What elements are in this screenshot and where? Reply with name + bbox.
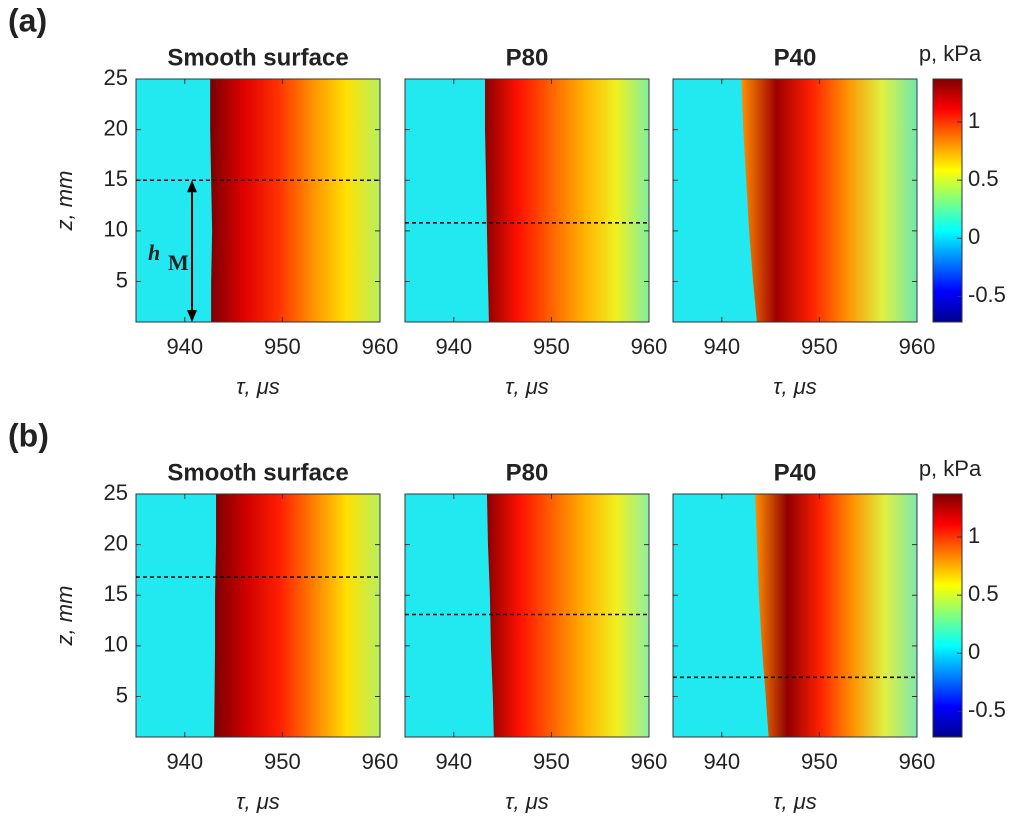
arrow-head <box>187 180 197 193</box>
y-tick-label: 15 <box>104 166 128 191</box>
arrow-head <box>187 310 197 322</box>
plot-frame <box>135 78 381 323</box>
colorbar-tick-label: 0.5 <box>968 166 999 191</box>
x-tick-label: 950 <box>533 749 570 774</box>
y-tick-label: 15 <box>104 581 128 606</box>
colorbar-tick-label: -0.5 <box>968 697 1006 722</box>
x-axis-label: τ, μs <box>773 374 817 399</box>
chart-title: Smooth surface <box>167 459 348 486</box>
pressure-field <box>486 494 649 737</box>
y-axis-label: z, mm <box>52 171 77 232</box>
x-tick-label: 950 <box>264 749 301 774</box>
chart-title: P80 <box>506 459 549 486</box>
x-tick-label: 960 <box>631 749 668 774</box>
chart-title: P40 <box>774 44 817 71</box>
y-tick-label: 20 <box>104 530 128 555</box>
pressure-field <box>741 79 917 322</box>
pressure-field <box>214 494 380 737</box>
x-tick-label: 960 <box>362 334 399 359</box>
colorbar-tick-label: 1 <box>968 108 980 133</box>
pressure-field <box>754 494 917 737</box>
colorbar-tick-label: 0 <box>968 639 980 664</box>
pressure-field <box>210 79 380 322</box>
x-axis-label: τ, μs <box>505 374 549 399</box>
x-tick-label: 950 <box>801 749 838 774</box>
colorbar-label: p, kPa <box>919 41 982 66</box>
plot-frame <box>404 78 650 323</box>
x-tick-label: 960 <box>362 749 399 774</box>
y-axis-label: z, mm <box>52 586 77 647</box>
x-tick-label: 950 <box>264 334 301 359</box>
x-tick-label: 940 <box>435 334 472 359</box>
y-tick-label: 20 <box>104 115 128 140</box>
x-tick-label: 960 <box>899 749 936 774</box>
chart-title: P80 <box>506 44 549 71</box>
x-axis-label: τ, μs <box>236 789 280 814</box>
y-tick-label: 5 <box>116 682 128 707</box>
y-tick-label: 25 <box>104 65 128 90</box>
x-tick-label: 940 <box>703 749 740 774</box>
plot-frame <box>404 493 650 738</box>
x-tick-label: 940 <box>166 334 203 359</box>
x-tick-label: 940 <box>166 749 203 774</box>
x-axis-label: τ, μs <box>236 374 280 399</box>
panel-label: (b) <box>8 417 49 453</box>
x-tick-label: 940 <box>435 749 472 774</box>
x-axis-label: τ, μs <box>505 789 549 814</box>
pressure-field <box>485 79 649 322</box>
annotation: h <box>148 240 160 265</box>
y-tick-label: 25 <box>104 480 128 505</box>
colorbar-label: p, kPa <box>919 456 982 481</box>
x-tick-label: 950 <box>533 334 570 359</box>
colorbar-tick-label: -0.5 <box>968 282 1006 307</box>
plot-frame <box>672 493 918 738</box>
colorbar <box>932 78 963 323</box>
y-tick-label: 5 <box>116 267 128 292</box>
chart-title: P40 <box>774 459 817 486</box>
chart-title: Smooth surface <box>167 44 348 71</box>
y-tick-label: 10 <box>104 632 128 657</box>
annotation-sub: M <box>168 250 189 275</box>
colorbar-tick-label: 1 <box>968 523 980 548</box>
colorbar <box>932 493 963 738</box>
plot-frame <box>135 493 381 738</box>
plot-frame <box>672 78 918 323</box>
colorbar-tick-label: 0.5 <box>968 581 999 606</box>
x-tick-label: 940 <box>703 334 740 359</box>
panel-label: (a) <box>8 2 47 38</box>
y-tick-label: 10 <box>104 217 128 242</box>
colorbar-tick-label: 0 <box>968 224 980 249</box>
x-tick-label: 960 <box>899 334 936 359</box>
x-axis-label: τ, μs <box>773 789 817 814</box>
x-tick-label: 960 <box>631 334 668 359</box>
x-tick-label: 950 <box>801 334 838 359</box>
